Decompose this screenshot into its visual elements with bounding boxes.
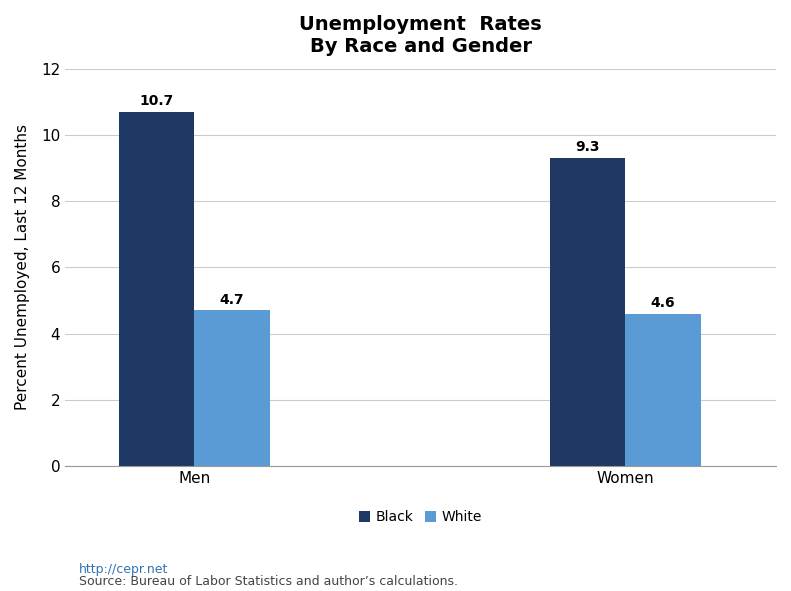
Y-axis label: Percent Unemployed, Last 12 Months: Percent Unemployed, Last 12 Months xyxy=(15,125,30,410)
Text: 4.7: 4.7 xyxy=(220,293,244,307)
Text: http://cepr.net: http://cepr.net xyxy=(79,563,168,576)
Bar xyxy=(119,112,195,466)
Title: Unemployment  Rates
By Race and Gender: Unemployment Rates By Race and Gender xyxy=(299,15,542,56)
Text: 10.7: 10.7 xyxy=(140,94,174,108)
Text: 9.3: 9.3 xyxy=(575,140,600,154)
Bar xyxy=(550,158,625,466)
Bar xyxy=(625,314,701,466)
Legend: Black, White: Black, White xyxy=(354,505,487,530)
Text: Source: Bureau of Labor Statistics and author’s calculations.: Source: Bureau of Labor Statistics and a… xyxy=(79,575,458,588)
Bar xyxy=(195,310,270,466)
Text: 4.6: 4.6 xyxy=(651,296,676,310)
